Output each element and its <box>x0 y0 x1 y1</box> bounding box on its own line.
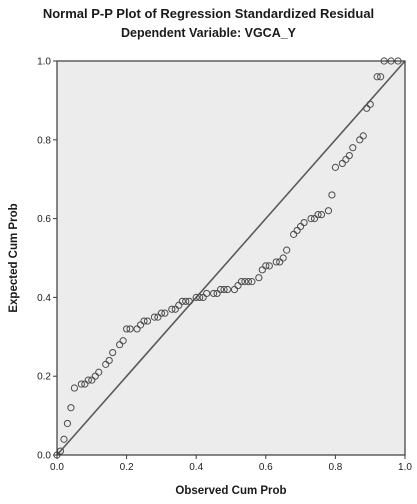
data-point <box>255 274 263 282</box>
plot-frame <box>56 60 406 456</box>
data-point <box>241 278 249 286</box>
data-point <box>220 285 228 294</box>
x-tick-label: 0.8 <box>328 462 342 473</box>
data-point <box>262 262 270 270</box>
y-tick-label: 0.2 <box>37 372 51 383</box>
data-point <box>161 309 169 317</box>
data-point <box>317 211 326 219</box>
data-point <box>196 293 204 301</box>
data-point <box>279 254 287 262</box>
data-point <box>95 368 103 376</box>
data-point <box>192 293 200 301</box>
data-point <box>366 100 374 108</box>
reference-diagonal-line <box>56 60 406 456</box>
axis-ticks-group: 0.0 0.2 0.4 0.6 0.8 1.0 0.0 0.2 0.4 0.6 0.8 1.0 <box>37 57 412 474</box>
data-point <box>345 151 353 160</box>
x-axis-title: Observed Cum Prob <box>175 485 286 497</box>
data-point <box>359 132 367 140</box>
data-point <box>283 246 291 254</box>
data-point <box>60 435 68 443</box>
data-point <box>272 258 280 266</box>
data-point <box>105 356 113 365</box>
data-point <box>168 305 176 313</box>
data-point <box>203 289 211 298</box>
data-point <box>237 278 246 286</box>
data-point <box>109 348 117 357</box>
reference-line-group <box>56 60 406 456</box>
data-points-group <box>53 57 402 459</box>
data-point <box>178 297 186 305</box>
y-tick-label: 1.0 <box>37 57 51 68</box>
data-point <box>157 309 165 317</box>
data-point <box>300 218 308 227</box>
y-tick-label: 0.0 <box>37 451 51 462</box>
data-point <box>223 285 232 294</box>
x-tick-label: 0.2 <box>120 462 134 473</box>
chart-title: Normal P-P Plot of Regression Standardiz… <box>42 6 375 21</box>
y-tick-label: 0.6 <box>37 214 51 225</box>
data-point <box>67 404 75 412</box>
data-point <box>182 297 190 305</box>
data-point <box>324 207 333 215</box>
data-point <box>349 144 357 152</box>
data-point <box>123 325 131 333</box>
data-point <box>143 317 152 325</box>
data-point <box>126 325 134 333</box>
data-point <box>70 384 79 392</box>
data-point <box>314 211 322 219</box>
data-point <box>373 73 381 81</box>
data-point <box>150 313 159 321</box>
data-point <box>119 337 127 345</box>
data-point <box>377 73 385 81</box>
data-point <box>307 215 315 223</box>
data-point <box>244 278 252 286</box>
data-point <box>63 419 72 428</box>
y-tick-label: 0.4 <box>37 293 51 304</box>
x-tick-label: 1.0 <box>398 462 412 473</box>
x-tick-label: 0.0 <box>50 462 64 473</box>
data-point <box>265 262 273 270</box>
data-point <box>331 163 339 171</box>
data-point <box>216 285 225 294</box>
chart-subtitle: Dependent Variable: VGCA_Y <box>120 26 297 40</box>
y-axis-title: Expected Cum Prob <box>8 203 20 312</box>
y-tick-label: 0.8 <box>37 135 51 146</box>
data-point <box>140 317 148 325</box>
data-point <box>77 380 85 388</box>
x-tick-label: 0.4 <box>189 462 203 473</box>
data-point <box>328 191 336 199</box>
data-point <box>185 297 193 305</box>
x-tick-label: 0.6 <box>259 462 273 473</box>
data-point <box>84 376 92 384</box>
data-point <box>248 278 256 286</box>
data-point <box>210 289 218 298</box>
